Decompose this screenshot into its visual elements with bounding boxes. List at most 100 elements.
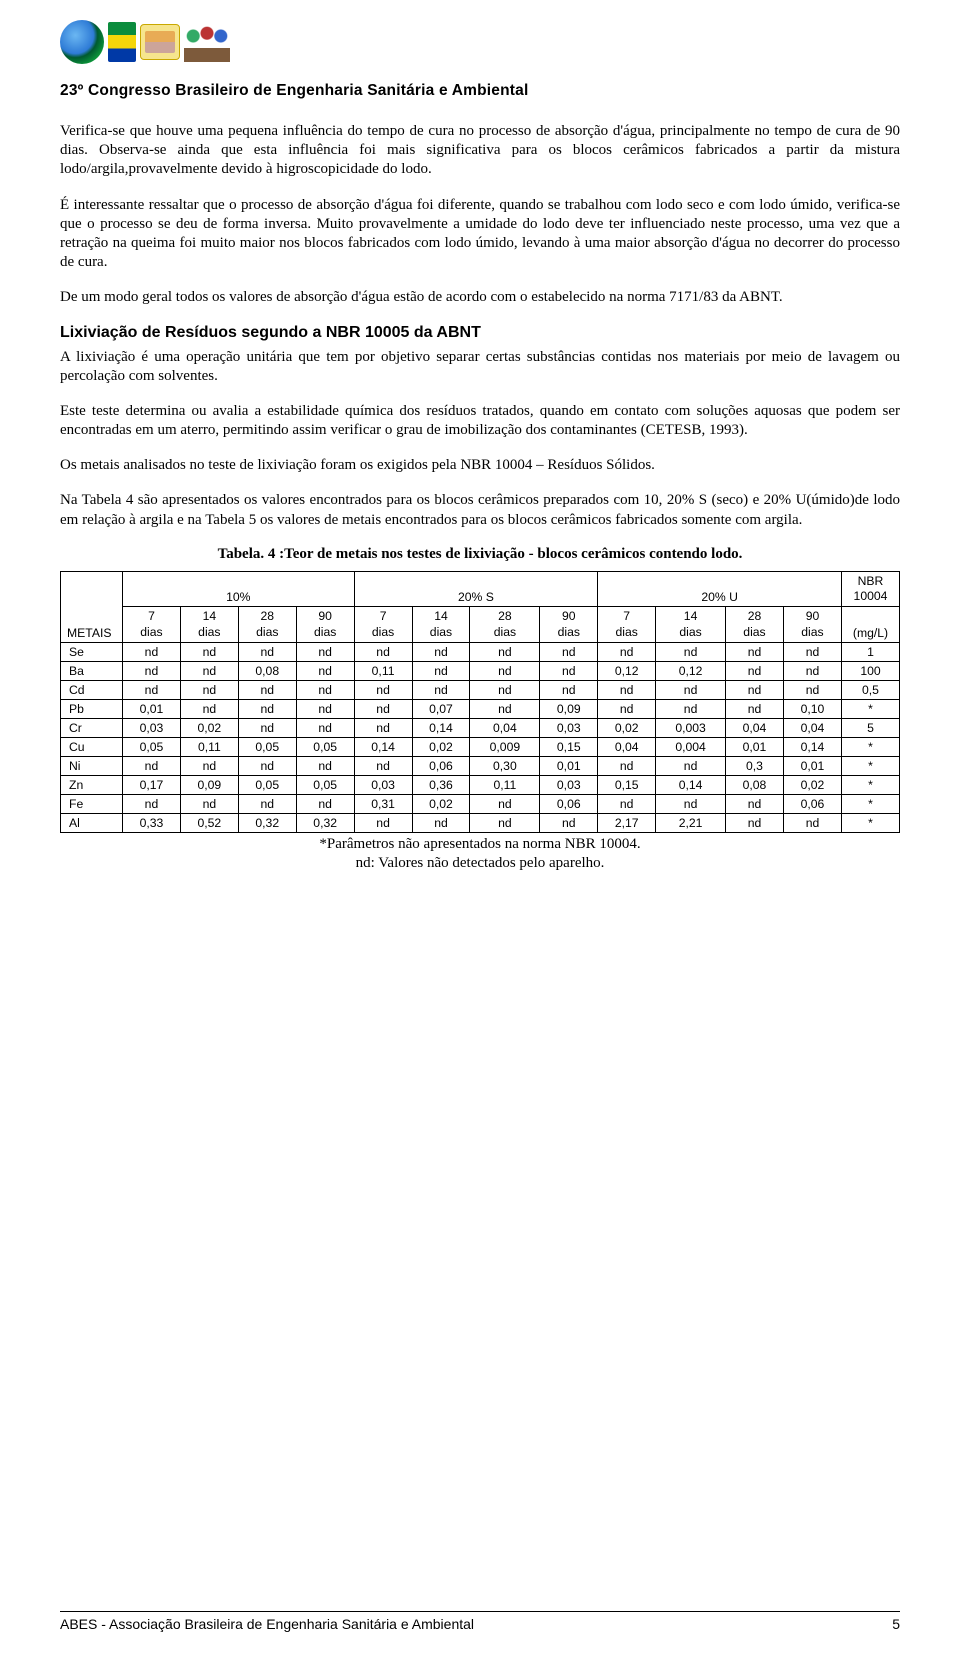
cell: nd (540, 661, 598, 680)
cell: 0,06 (412, 756, 470, 775)
cell: 0,10 (783, 699, 841, 718)
cell: nd (123, 661, 181, 680)
metal-Zn: Zn (61, 775, 123, 794)
group-col-2: 20% U (598, 571, 842, 607)
flag-stripes-icon (108, 22, 136, 62)
cell: nd (354, 813, 412, 832)
cell: nd (296, 699, 354, 718)
cell: nd (296, 756, 354, 775)
table-row: Cr0,030,02ndndnd0,140,040,030,020,0030,0… (61, 718, 900, 737)
cell: 0,01 (123, 699, 181, 718)
cell: 0,08 (238, 661, 296, 680)
cell: 0,05 (238, 775, 296, 794)
table-row: Fendndndnd0,310,02nd0,06ndndnd0,06* (61, 794, 900, 813)
cell: 0,02 (412, 794, 470, 813)
cell: 0,14 (783, 737, 841, 756)
nbr-cell: * (842, 794, 900, 813)
cell: nd (238, 642, 296, 661)
footer-page-number: 5 (892, 1616, 900, 1632)
table-note-1: *Parâmetros não apresentados na norma NB… (319, 836, 640, 852)
table-4-header-row-1: METAIS10%20% S20% UNBR10004 (61, 571, 900, 607)
cell: nd (598, 680, 656, 699)
cell: 0,06 (540, 794, 598, 813)
table-row: Zn0,170,090,050,050,030,360,110,030,150,… (61, 775, 900, 794)
cell: nd (238, 718, 296, 737)
col-metais-label: METAIS (61, 571, 123, 642)
metal-Ba: Ba (61, 661, 123, 680)
cell: nd (783, 680, 841, 699)
cell: nd (470, 680, 540, 699)
cell: nd (726, 642, 784, 661)
cell: nd (656, 680, 726, 699)
cell: nd (354, 680, 412, 699)
paragraph-4: A lixiviação é uma operação unitária que… (60, 348, 900, 386)
cell: 0,05 (123, 737, 181, 756)
cell: nd (540, 680, 598, 699)
cell: nd (180, 642, 238, 661)
day-col-7: 90dias (540, 607, 598, 643)
day-col-3: 90dias (296, 607, 354, 643)
group-col-1: 20% S (354, 571, 598, 607)
section-heading-lixiviacao: Lixiviação de Resíduos segundo a NBR 100… (60, 324, 900, 342)
day-col-8: 7dias (598, 607, 656, 643)
cell: nd (470, 699, 540, 718)
cell: 0,14 (412, 718, 470, 737)
cell: nd (598, 756, 656, 775)
metal-Cr: Cr (61, 718, 123, 737)
metal-Pb: Pb (61, 699, 123, 718)
cell: 0,09 (180, 775, 238, 794)
cell: 0,15 (540, 737, 598, 756)
cell: 0,01 (540, 756, 598, 775)
cell: 0,08 (726, 775, 784, 794)
cell: nd (726, 794, 784, 813)
cell: nd (783, 813, 841, 832)
cell: nd (238, 699, 296, 718)
cell: nd (540, 813, 598, 832)
cell: 0,11 (470, 775, 540, 794)
nbr-cell: 0,5 (842, 680, 900, 699)
metal-Fe: Fe (61, 794, 123, 813)
cell: nd (296, 661, 354, 680)
cell: nd (726, 813, 784, 832)
day-col-5: 14dias (412, 607, 470, 643)
cell: 0,15 (598, 775, 656, 794)
table-4-head: METAIS10%20% S20% UNBR100047dias14dias28… (61, 571, 900, 642)
metal-Al: Al (61, 813, 123, 832)
cell: 0,14 (354, 737, 412, 756)
cell: 0,32 (238, 813, 296, 832)
cell: nd (296, 794, 354, 813)
cell: 0,02 (412, 737, 470, 756)
cell: nd (354, 642, 412, 661)
cell: nd (412, 661, 470, 680)
cell: 0,01 (726, 737, 784, 756)
cell: 0,36 (412, 775, 470, 794)
day-col-2: 28dias (238, 607, 296, 643)
cell: 0,03 (354, 775, 412, 794)
page-footer: ABES - Associação Brasileira de Engenhar… (60, 1611, 900, 1632)
cell: nd (296, 680, 354, 699)
globe-icon (60, 20, 104, 64)
cell: nd (470, 661, 540, 680)
cell: 0,04 (783, 718, 841, 737)
cell: nd (180, 661, 238, 680)
table-row: Bandnd0,08nd0,11ndndnd0,120,12ndnd100 (61, 661, 900, 680)
cell: nd (412, 680, 470, 699)
cell: nd (470, 813, 540, 832)
group-col-0: 10% (123, 571, 355, 607)
nbr-cell: * (842, 699, 900, 718)
table-4-body: Sendndndndndndndndndndndnd1Bandnd0,08nd0… (61, 642, 900, 832)
cell: nd (123, 756, 181, 775)
table-row: Cu0,050,110,050,050,140,020,0090,150,040… (61, 737, 900, 756)
table-row: Cdndndndndndndndndndndndnd0,5 (61, 680, 900, 699)
nbr-cell: 1 (842, 642, 900, 661)
day-col-9: 14dias (656, 607, 726, 643)
cell: 0,32 (296, 813, 354, 832)
congress-header-title: 23º Congresso Brasileiro de Engenharia S… (60, 82, 900, 100)
header-logo-row (60, 20, 900, 64)
day-col-0: 7dias (123, 607, 181, 643)
metal-Se: Se (61, 642, 123, 661)
cell: nd (412, 642, 470, 661)
col-nbr: NBR10004 (842, 571, 900, 607)
cell: 0,03 (540, 775, 598, 794)
cell: nd (726, 680, 784, 699)
